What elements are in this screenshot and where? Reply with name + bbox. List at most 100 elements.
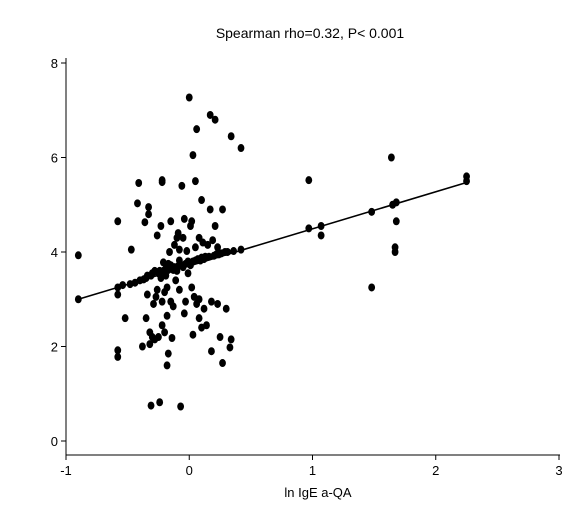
data-point [209, 236, 217, 245]
data-point [211, 222, 219, 231]
data-point [158, 297, 166, 306]
data-point [184, 269, 192, 278]
data-point [153, 285, 161, 294]
y-tick-label: 2 [51, 340, 58, 355]
data-point [150, 299, 157, 308]
data-point [392, 217, 400, 226]
data-point [114, 352, 122, 361]
data-point [179, 233, 187, 242]
data-point [182, 297, 189, 306]
data-point [145, 203, 152, 212]
y-tick-label: 4 [51, 245, 58, 260]
data-point [317, 231, 325, 240]
data-point [387, 153, 395, 162]
data-point [368, 207, 376, 216]
data-point [153, 231, 161, 240]
data-point [119, 281, 127, 290]
data-point [177, 402, 185, 411]
data-point [317, 222, 325, 231]
data-point [219, 359, 226, 368]
data-point [156, 398, 164, 407]
data-point [192, 243, 199, 252]
data-point [219, 205, 226, 214]
data-point [114, 346, 122, 355]
data-point [163, 283, 171, 292]
data-point [163, 311, 171, 320]
data-point [198, 196, 205, 205]
data-point [189, 151, 197, 160]
data-point [188, 217, 196, 226]
data-points [74, 93, 470, 411]
y-tick-label: 8 [51, 56, 58, 71]
data-point [208, 297, 215, 306]
chart-title: Spearman rho=0.32, P< 0.001 [216, 25, 405, 41]
data-point [135, 179, 143, 188]
data-point [195, 295, 203, 304]
x-tick-label: 2 [432, 463, 439, 478]
data-point [152, 292, 160, 301]
data-point [183, 247, 191, 256]
x-tick-label: 0 [186, 463, 193, 478]
data-point [158, 178, 166, 187]
data-point [211, 115, 219, 124]
data-point [134, 199, 141, 208]
data-point [222, 304, 230, 313]
data-point [175, 285, 183, 294]
data-point [180, 309, 188, 318]
data-point [195, 314, 203, 323]
data-point [155, 333, 162, 342]
data-point [121, 314, 129, 323]
data-point [214, 299, 221, 308]
data-point [114, 217, 122, 226]
x-tick-label: 1 [309, 463, 316, 478]
data-point [237, 245, 245, 254]
data-point [188, 283, 196, 292]
x-tick-label: 3 [555, 463, 562, 478]
data-point [206, 110, 214, 119]
y-tick-label: 6 [51, 151, 58, 166]
data-point [158, 321, 166, 330]
data-point [169, 302, 177, 311]
data-point [392, 198, 400, 207]
x-tick-label: -1 [60, 463, 72, 478]
data-point [161, 328, 169, 337]
data-point [143, 290, 151, 299]
data-point [175, 245, 183, 254]
data-point [141, 218, 149, 227]
data-point [178, 181, 186, 190]
data-point [157, 222, 165, 231]
data-point [227, 335, 235, 344]
data-point [305, 224, 313, 233]
data-point [227, 132, 235, 141]
data-point [146, 340, 154, 349]
data-point [127, 245, 135, 254]
data-point [172, 276, 180, 285]
data-point [139, 342, 146, 351]
data-point [185, 93, 193, 102]
data-point [192, 177, 199, 186]
data-point [305, 176, 313, 185]
data-point [166, 248, 173, 256]
data-point [237, 144, 245, 153]
data-point [230, 247, 238, 256]
data-point [171, 240, 178, 249]
data-point [203, 321, 210, 330]
data-point [114, 290, 122, 299]
data-point [180, 214, 188, 223]
data-point [193, 125, 201, 134]
data-point [226, 343, 234, 352]
data-point [463, 177, 470, 186]
data-point [208, 347, 215, 356]
x-axis-label: ln IgE a-QA [284, 485, 352, 500]
data-point [174, 229, 182, 238]
data-point [391, 248, 399, 256]
data-point [200, 304, 208, 313]
data-point [167, 217, 175, 226]
data-point [204, 240, 212, 249]
data-point [74, 251, 82, 260]
data-point [147, 401, 155, 410]
data-point [163, 361, 171, 370]
data-point [164, 349, 172, 358]
